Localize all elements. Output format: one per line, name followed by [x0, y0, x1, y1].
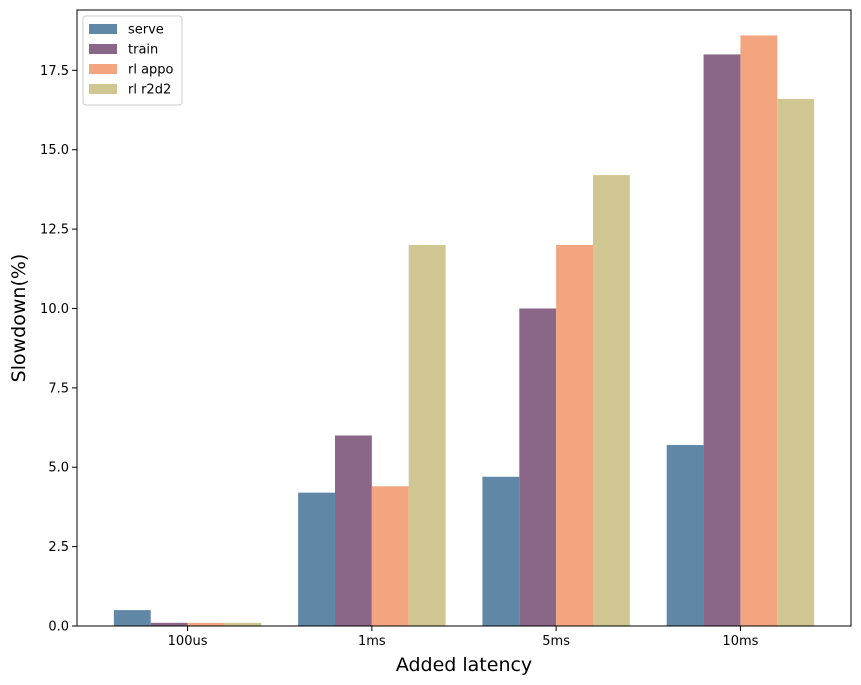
y-tick-label: 10.0	[40, 302, 69, 317]
y-axis-title: Slowdown(%)	[8, 254, 30, 383]
bar	[703, 54, 741, 626]
x-axis: 100us 1ms 5ms 10ms	[168, 626, 759, 649]
x-tick-label: 10ms	[722, 634, 758, 649]
x-tick-label: 100us	[168, 634, 208, 649]
legend-swatch	[89, 44, 117, 54]
y-axis: 0.0 2.5 5.0 7.5 10.0 12.5 15.0 17.5	[40, 64, 77, 635]
y-tick-label: 17.5	[40, 64, 69, 79]
legend-label: rl appo	[128, 63, 174, 78]
plot-frame	[76, 9, 852, 627]
bar	[113, 610, 151, 626]
y-tick-label: 15.0	[40, 143, 69, 158]
bar	[298, 492, 335, 626]
bar	[408, 244, 446, 626]
legend-box	[82, 15, 183, 106]
legend-label: serve	[128, 23, 164, 38]
y-tick-label: 12.5	[40, 223, 69, 238]
legend-swatch	[89, 64, 117, 74]
x-tick-label: 5ms	[542, 634, 570, 649]
bar	[519, 308, 557, 626]
legend-swatch	[89, 24, 117, 34]
legend: serve train rl appo rl r2d2	[82, 15, 183, 106]
legend-label: train	[128, 43, 158, 58]
bar	[740, 35, 778, 626]
legend-swatch	[89, 84, 117, 94]
legend-label: rl r2d2	[128, 83, 171, 98]
y-tick-label: 5.0	[48, 461, 69, 476]
bar	[666, 445, 704, 626]
y-tick-label: 7.5	[48, 381, 69, 396]
y-tick-label: 2.5	[48, 540, 69, 555]
bar	[777, 98, 815, 626]
bars-group	[113, 35, 815, 627]
x-axis-title: Added latency	[396, 654, 532, 676]
bar	[335, 435, 372, 626]
bar	[224, 622, 262, 626]
bar	[556, 244, 593, 626]
y-tick-label: 0.0	[48, 620, 69, 635]
bar	[371, 486, 409, 626]
bar	[150, 622, 188, 626]
bar	[187, 622, 225, 626]
bar	[593, 175, 630, 627]
bar	[482, 476, 520, 626]
x-tick-label: 1ms	[358, 634, 386, 649]
